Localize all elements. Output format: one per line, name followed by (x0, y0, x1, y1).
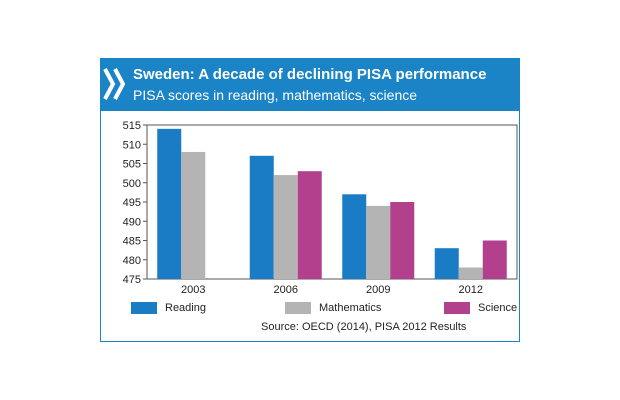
bar-science-2012 (482, 240, 507, 279)
bar-reading-2003 (157, 128, 182, 279)
legend-item-science: Science (444, 302, 517, 316)
bar-mathematics-2012 (458, 267, 483, 279)
y-tick-label: 495 (123, 197, 141, 209)
bar-mathematics-2009 (366, 205, 391, 279)
y-tick-label: 490 (123, 216, 141, 228)
legend-label-science: Science (478, 302, 518, 314)
x-tick-label: 2006 (274, 284, 298, 296)
y-tick-label: 505 (123, 159, 141, 171)
y-tick-label: 485 (123, 236, 141, 248)
legend-swatch-science (444, 302, 470, 315)
y-tick-label: 475 (123, 274, 141, 286)
legend-swatch-mathematics (285, 302, 311, 315)
y-tick-label: 480 (123, 255, 141, 267)
x-tick-label: 2003 (181, 284, 205, 296)
chart-subtitle: PISA scores in reading, mathematics, sci… (133, 87, 418, 103)
bar-reading-2006 (249, 155, 274, 279)
legend-item-mathematics: Mathematics (285, 302, 381, 316)
chart-header: Sweden: A decade of declining PISA perfo… (101, 59, 519, 111)
x-tick-label: 2012 (459, 284, 483, 296)
bar-reading-2009 (342, 194, 367, 279)
bar-science-2009 (390, 202, 415, 279)
y-tick-label: 510 (123, 139, 141, 151)
y-tick-label: 515 (123, 120, 141, 132)
bar-chart: 475 480 485 490 495 500 505 510 515 2003 2006 2009 2… (123, 120, 518, 296)
legend-swatch-reading (131, 302, 157, 315)
chart-title: Sweden: A decade of declining PISA perfo… (133, 66, 487, 83)
bar-reading-2012 (434, 248, 459, 279)
bar-science-2006 (297, 171, 322, 279)
source-note: Source: OECD (2014), PISA 2012 Results (261, 321, 467, 333)
y-tick-label: 500 (123, 178, 141, 190)
bar-mathematics-2003 (181, 151, 206, 279)
chart-panel: Sweden: A decade of declining PISA perfo… (100, 58, 520, 342)
bar-mathematics-2006 (273, 175, 298, 279)
legend-label-mathematics: Mathematics (319, 302, 382, 314)
oecd-chevron-logo-icon (103, 68, 126, 100)
x-tick-label: 2009 (366, 284, 390, 296)
legend-item-reading: Reading (131, 302, 206, 316)
legend-label-reading: Reading (165, 302, 206, 314)
